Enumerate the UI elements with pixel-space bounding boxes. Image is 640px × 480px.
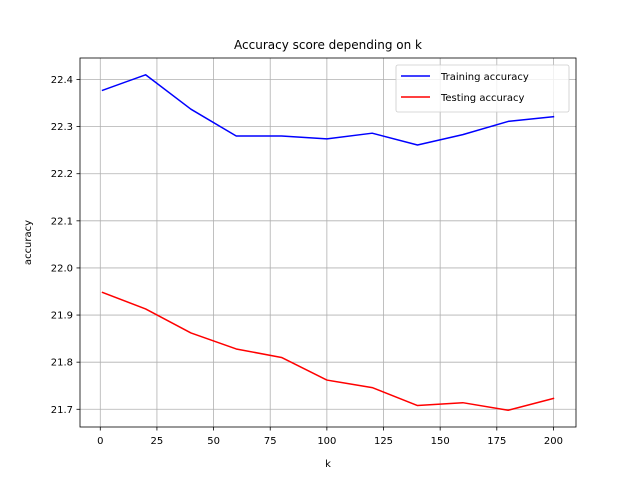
y-tick-label: 22.3 xyxy=(51,122,73,133)
y-tick-label: 21.8 xyxy=(51,358,73,369)
y-tick-label: 21.9 xyxy=(51,311,73,322)
y-tick-label: 22.4 xyxy=(51,75,73,86)
plot-frame xyxy=(79,57,577,428)
plot-area xyxy=(80,58,576,427)
x-tick-label: 200 xyxy=(544,436,563,447)
y-axis-label: accuracy xyxy=(23,220,34,265)
y-axis-ticks: 21.7 21.8 21.9 22.0 22.1 22.2 22.3 22.4 xyxy=(51,75,80,416)
x-tick-label: 0 xyxy=(97,436,103,447)
legend: Training accuracy Testing accuracy xyxy=(395,64,570,113)
chart-title: Accuracy score depending on k xyxy=(234,38,422,52)
y-tick-label: 21.7 xyxy=(51,405,73,416)
x-axis-ticks: 0 25 50 75 100 125 150 175 200 xyxy=(97,427,563,447)
data-series xyxy=(101,74,555,411)
legend-box xyxy=(395,64,570,113)
series-line-training xyxy=(101,74,555,146)
x-tick-label: 75 xyxy=(264,436,277,447)
x-tick-label: 100 xyxy=(317,436,336,447)
x-tick-label: 150 xyxy=(431,436,450,447)
grid-lines xyxy=(80,58,576,427)
x-axis-label: k xyxy=(325,459,331,470)
y-tick-label: 22.2 xyxy=(51,169,73,180)
y-tick-label: 22.0 xyxy=(51,263,73,274)
x-tick-label: 25 xyxy=(151,436,164,447)
series-line-testing xyxy=(101,291,555,411)
legend-label: Training accuracy xyxy=(440,72,529,83)
legend-label: Testing accuracy xyxy=(440,93,525,104)
x-tick-label: 50 xyxy=(207,436,220,447)
x-tick-label: 125 xyxy=(374,436,393,447)
x-tick-label: 175 xyxy=(487,436,506,447)
y-tick-label: 22.1 xyxy=(51,216,73,227)
